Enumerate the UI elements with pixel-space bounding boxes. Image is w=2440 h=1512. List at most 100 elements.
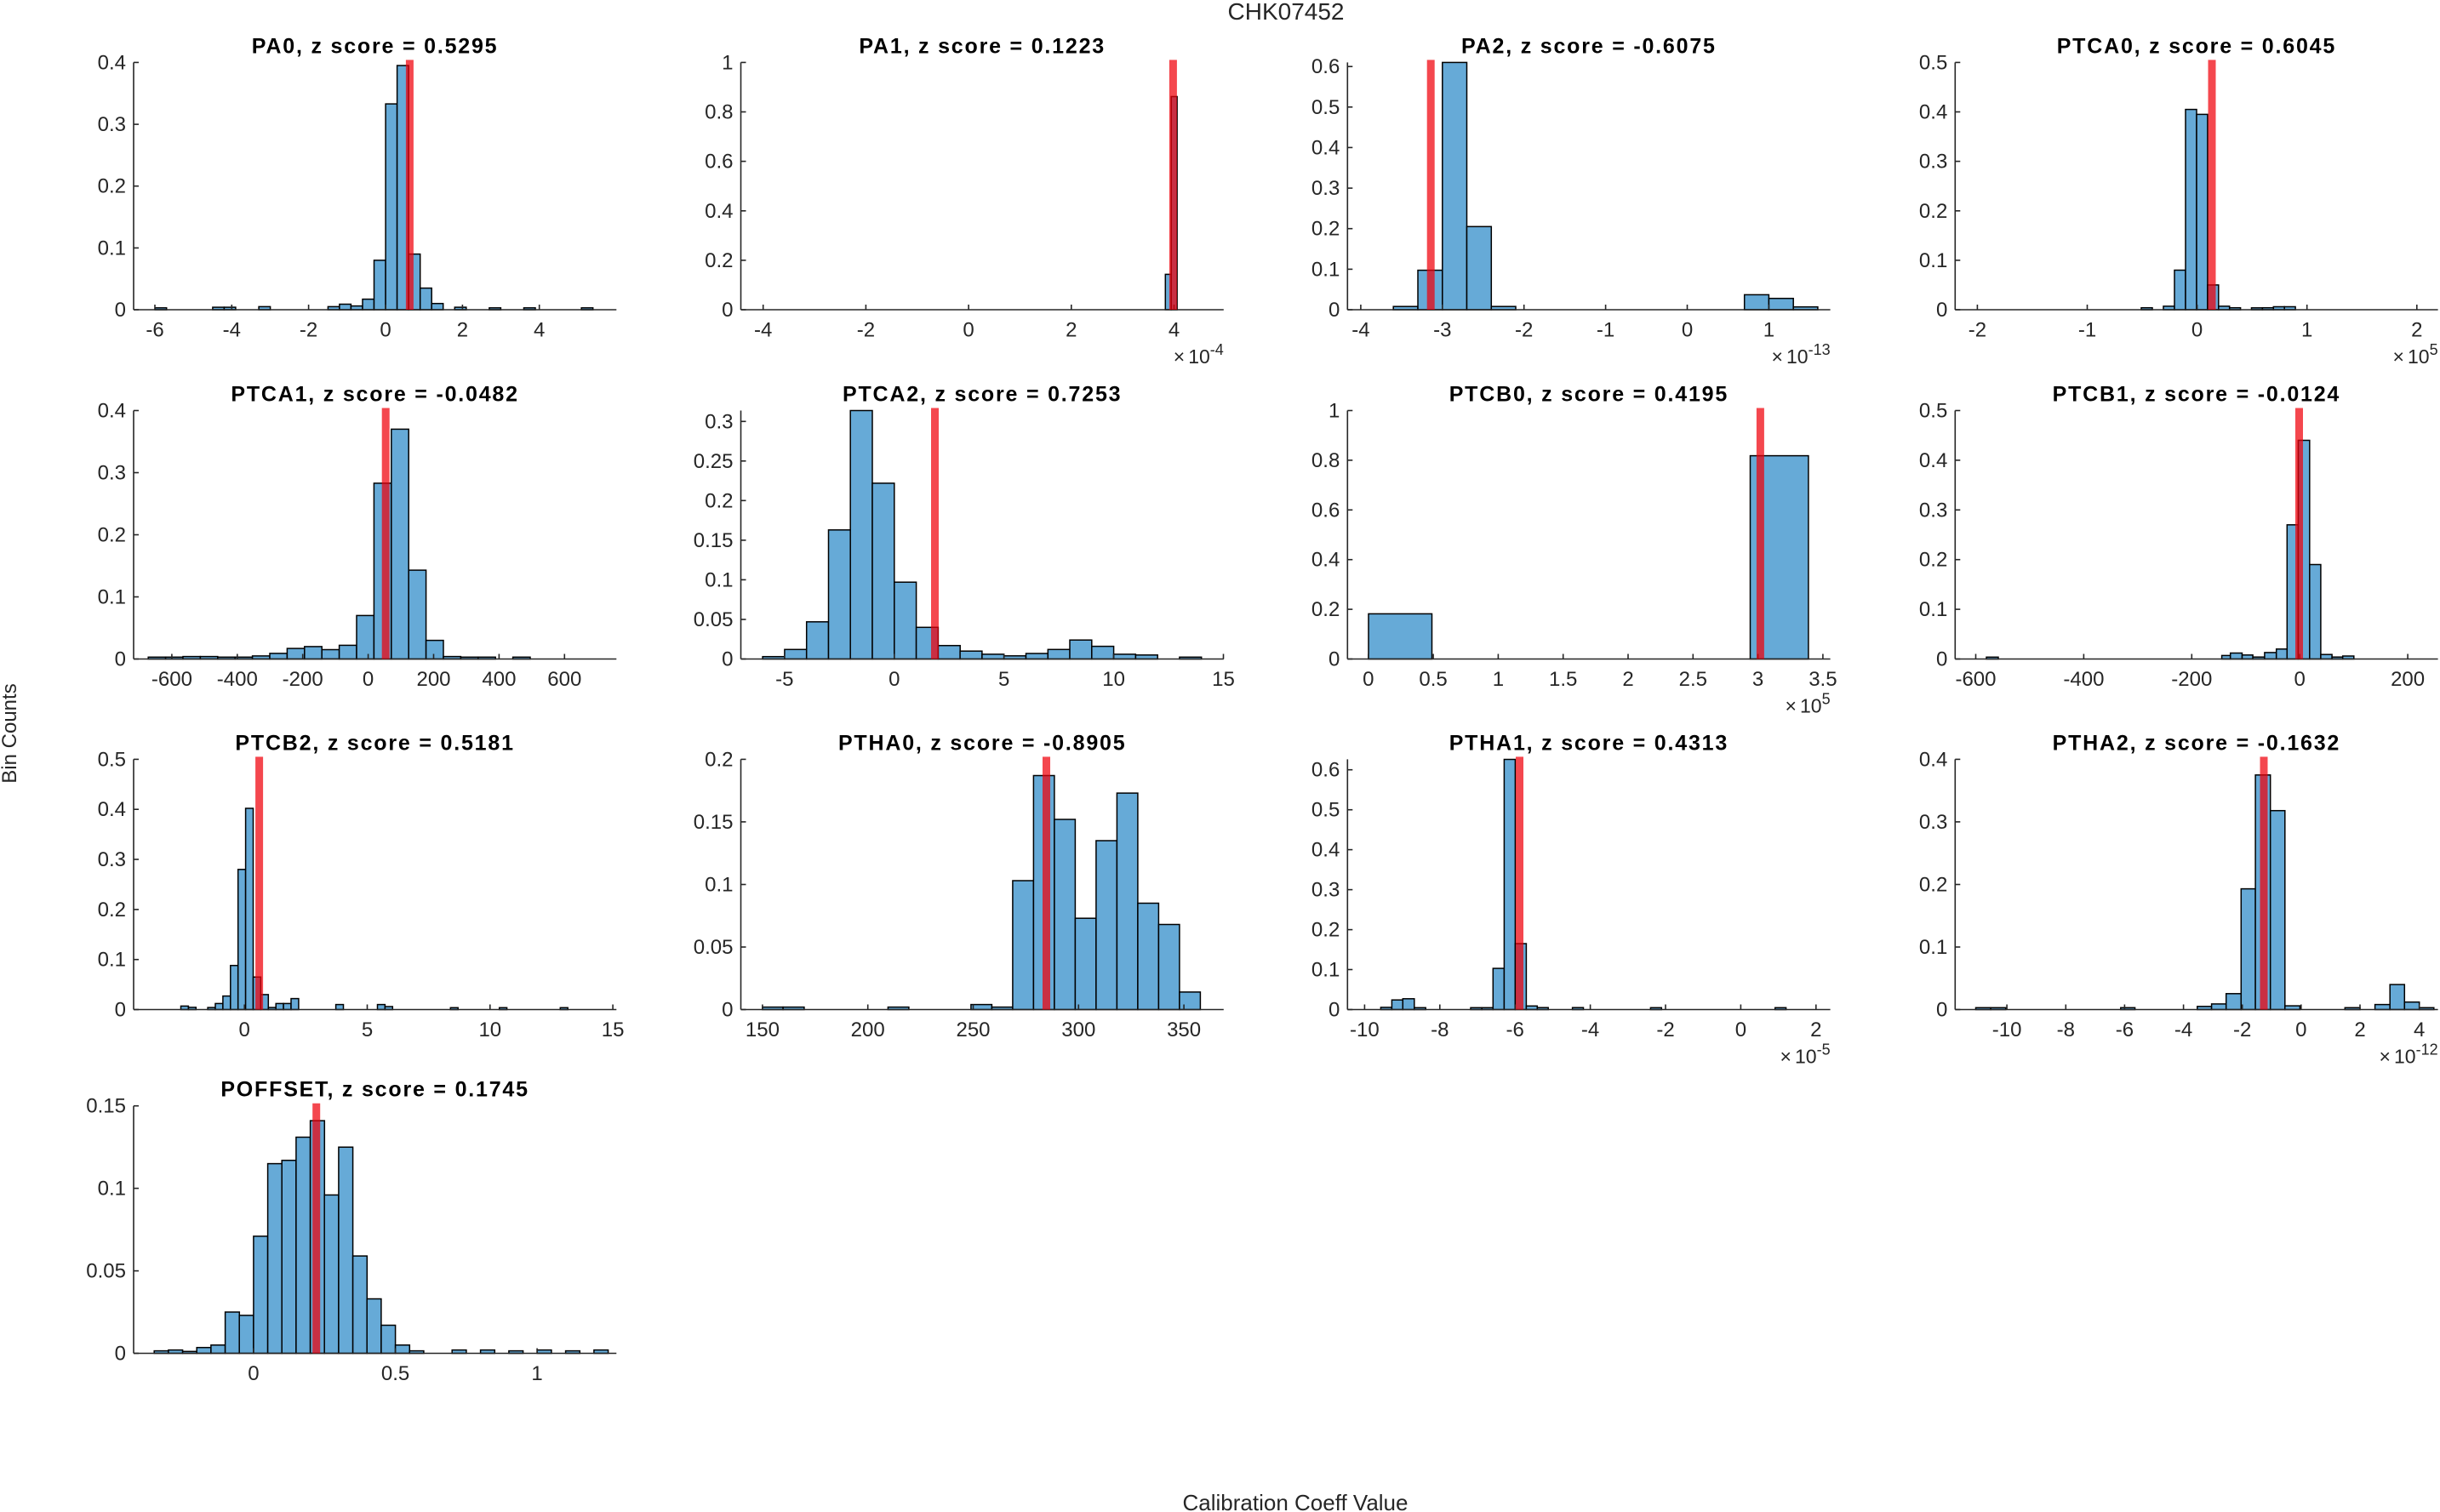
svg-text:-2: -2 [1656, 1018, 1674, 1041]
svg-text:0: 0 [363, 668, 374, 691]
svg-text:300: 300 [1061, 1018, 1095, 1041]
svg-text:15: 15 [602, 1018, 625, 1041]
svg-text:-4: -4 [223, 319, 241, 342]
svg-text:1: 1 [1329, 400, 1340, 423]
svg-text:1: 1 [1493, 668, 1504, 691]
svg-text:-1: -1 [2078, 319, 2096, 342]
svg-text:PA2, z score = -0.6075: PA2, z score = -0.6075 [1461, 34, 1717, 58]
svg-text:PA1, z score = 0.1223: PA1, z score = 0.1223 [859, 34, 1106, 58]
svg-text:-6: -6 [146, 319, 163, 342]
svg-text:0.2: 0.2 [705, 249, 733, 272]
svg-text:0: 0 [1936, 299, 1947, 322]
svg-text:0.3: 0.3 [1919, 811, 1947, 834]
svg-text:-3: -3 [1433, 319, 1451, 342]
svg-text:Calibration Coeff Value: Calibration Coeff Value [1183, 1490, 1409, 1512]
svg-text:0.5: 0.5 [1311, 96, 1340, 119]
svg-text:0.5: 0.5 [381, 1362, 409, 1385]
svg-text:-10: -10 [1350, 1018, 1380, 1041]
svg-text:0.5: 0.5 [1919, 400, 1947, 423]
svg-text:0.4: 0.4 [1919, 101, 1947, 124]
svg-text:0.05: 0.05 [694, 936, 734, 959]
svg-text:1: 1 [722, 51, 733, 74]
svg-text:2: 2 [1622, 668, 1633, 691]
svg-text:5: 5 [998, 668, 1009, 691]
svg-text:200: 200 [851, 1018, 885, 1041]
svg-text:0.1: 0.1 [98, 586, 126, 609]
svg-text:-4: -4 [1581, 1018, 1599, 1041]
svg-text:-10: -10 [1992, 1018, 2022, 1041]
svg-text:PTHA0, z score = -0.8905: PTHA0, z score = -0.8905 [838, 731, 1127, 755]
svg-text:0: 0 [239, 1018, 250, 1041]
svg-text:PTHA1, z score = 0.4313: PTHA1, z score = 0.4313 [1449, 731, 1729, 755]
svg-text:0: 0 [722, 999, 733, 1022]
svg-text:×105: × 105 [1786, 691, 1831, 717]
svg-text:PTCA1, z score = -0.0482: PTCA1, z score = -0.0482 [231, 383, 519, 407]
svg-text:0.2: 0.2 [1311, 598, 1340, 621]
svg-text:-2: -2 [1969, 319, 1986, 342]
svg-text:3: 3 [1752, 668, 1763, 691]
svg-text:-200: -200 [283, 668, 323, 691]
svg-text:0.6: 0.6 [1311, 759, 1340, 782]
svg-text:0.3: 0.3 [1919, 151, 1947, 174]
svg-text:0.1: 0.1 [705, 568, 733, 591]
svg-text:0.1: 0.1 [98, 237, 126, 260]
svg-text:4: 4 [1169, 319, 1180, 342]
svg-text:2: 2 [2411, 319, 2422, 342]
svg-text:Bin Counts: Bin Counts [0, 683, 21, 783]
svg-text:0.4: 0.4 [98, 798, 126, 821]
svg-text:0: 0 [1682, 319, 1693, 342]
svg-text:-4: -4 [754, 319, 772, 342]
svg-text:0.6: 0.6 [705, 151, 733, 174]
svg-text:PTHA2, z score = -0.1632: PTHA2, z score = -0.1632 [2053, 731, 2341, 755]
svg-text:0.4: 0.4 [1311, 839, 1340, 862]
svg-text:0.15: 0.15 [86, 1095, 126, 1118]
svg-text:0.3: 0.3 [705, 410, 733, 433]
svg-text:2.5: 2.5 [1679, 668, 1707, 691]
svg-text:2: 2 [1066, 319, 1077, 342]
svg-text:0.4: 0.4 [1311, 549, 1340, 572]
svg-text:0.6: 0.6 [1311, 499, 1340, 522]
svg-text:0: 0 [1329, 299, 1340, 322]
svg-text:0.2: 0.2 [1919, 200, 1947, 223]
svg-text:250: 250 [956, 1018, 990, 1041]
svg-text:2: 2 [457, 319, 468, 342]
svg-text:0.6: 0.6 [1311, 55, 1340, 78]
svg-text:0.4: 0.4 [1919, 748, 1947, 771]
svg-text:-2: -2 [2233, 1018, 2251, 1041]
svg-text:5: 5 [362, 1018, 373, 1041]
svg-text:×10-4: × 10-4 [1174, 341, 1224, 368]
svg-text:0: 0 [1735, 1018, 1746, 1041]
svg-text:0: 0 [1329, 999, 1340, 1022]
svg-text:0.15: 0.15 [694, 529, 734, 552]
svg-text:0.5: 0.5 [1311, 799, 1340, 822]
svg-text:×10-5: × 10-5 [1780, 1041, 1831, 1068]
svg-text:0.5: 0.5 [1419, 668, 1447, 691]
svg-text:0.8: 0.8 [1311, 449, 1340, 472]
svg-text:0: 0 [963, 319, 974, 342]
svg-text:0: 0 [2191, 319, 2203, 342]
svg-text:0.05: 0.05 [86, 1260, 126, 1283]
svg-text:2: 2 [2354, 1018, 2365, 1041]
svg-text:0.2: 0.2 [1311, 919, 1340, 942]
svg-text:0: 0 [115, 999, 126, 1022]
svg-text:0.05: 0.05 [694, 608, 734, 631]
svg-text:×10-12: × 10-12 [2380, 1041, 2438, 1068]
svg-text:-1: -1 [1597, 319, 1614, 342]
svg-text:1: 1 [1763, 319, 1774, 342]
svg-text:1.5: 1.5 [1549, 668, 1577, 691]
svg-text:PTCB1, z score = -0.0124: PTCB1, z score = -0.0124 [2053, 383, 2341, 407]
svg-text:-2: -2 [1515, 319, 1533, 342]
svg-text:0.2: 0.2 [705, 489, 733, 512]
svg-text:0.2: 0.2 [98, 899, 126, 921]
svg-text:POFFSET, z score = 0.1745: POFFSET, z score = 0.1745 [220, 1078, 529, 1102]
svg-text:0.4: 0.4 [98, 400, 126, 423]
svg-text:400: 400 [482, 668, 516, 691]
svg-text:PTCA2, z score = 0.7253: PTCA2, z score = 0.7253 [843, 383, 1122, 407]
svg-text:0.2: 0.2 [98, 175, 126, 198]
svg-text:PTCB2, z score = 0.5181: PTCB2, z score = 0.5181 [235, 731, 514, 755]
svg-text:0: 0 [2295, 1018, 2306, 1041]
svg-text:0.3: 0.3 [98, 113, 126, 136]
svg-text:-6: -6 [2116, 1018, 2134, 1041]
svg-text:-2: -2 [300, 319, 317, 342]
svg-text:0.1: 0.1 [1311, 959, 1340, 982]
